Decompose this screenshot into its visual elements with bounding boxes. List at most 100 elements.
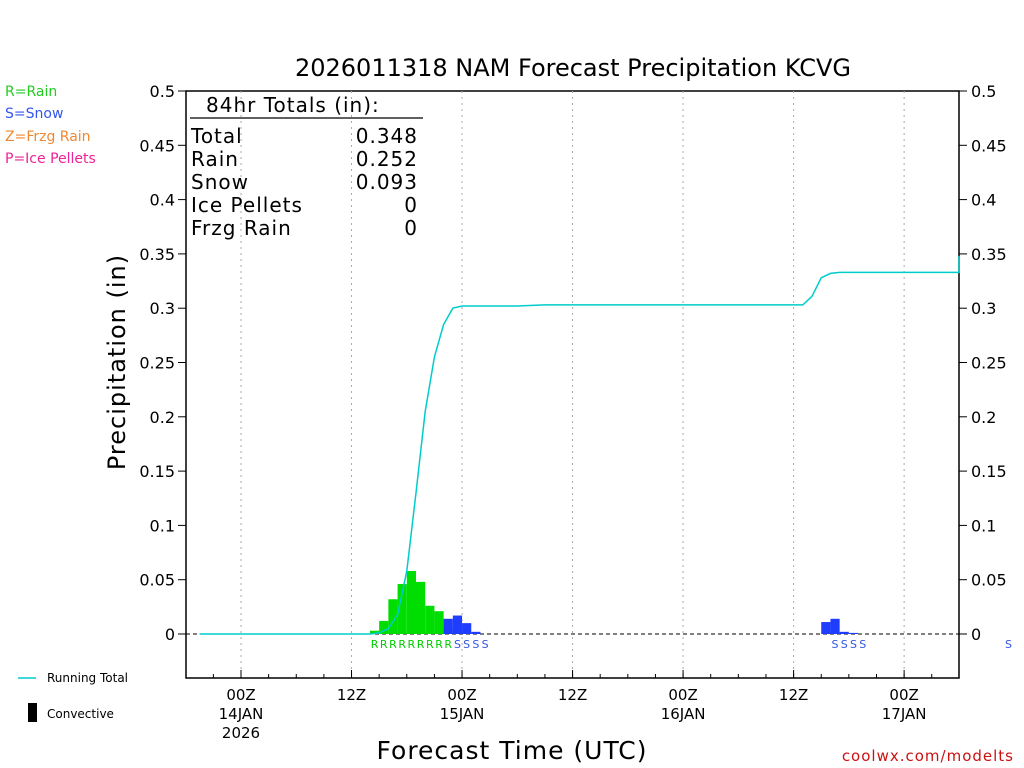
type-marker-snow: S	[472, 638, 479, 651]
y-tick-label-right: 0.05	[971, 571, 1007, 590]
y-tick-label-right: 0	[971, 625, 981, 644]
bar-rain	[434, 611, 444, 634]
y-tick-label-right: 0.45	[971, 136, 1007, 155]
bar-snow	[471, 631, 481, 634]
totals-total-label: Total	[190, 124, 243, 148]
y-tick-label-right: 0.1	[971, 516, 996, 535]
convective-legend-swatch	[28, 703, 37, 722]
precip-type-legend: R=Rain S=Snow Z=Frzg Rain P=Ice Pellets	[5, 84, 96, 167]
x-tick-label-date: 17JAN	[882, 705, 927, 723]
y-tick-label-left: 0.4	[150, 191, 175, 210]
type-marker-rain: R	[408, 638, 416, 651]
totals-snow-label: Snow	[191, 170, 249, 194]
type-marker-snow: S	[850, 638, 857, 651]
x-tick-label-time: 12Z	[558, 686, 587, 704]
y-tick-label-left: 0.2	[150, 408, 175, 427]
bar-snow	[821, 622, 831, 634]
y-tick-label-right: 0.4	[971, 191, 996, 210]
bar-rain	[416, 581, 426, 634]
totals-ice-pellets-value: 0	[404, 193, 418, 217]
totals-frzg-rain-label: Frzg Rain	[191, 216, 292, 240]
type-marker-snow: S	[1005, 638, 1012, 651]
series-legend: Running Total Convective	[18, 671, 128, 722]
type-marker-rain: R	[444, 638, 452, 651]
y-axes: 0 00.05 0.050.1 0.10.15 0.150.2 0.20.25 0.250.…	[139, 82, 1006, 644]
convective-legend-label: Convective	[47, 707, 114, 721]
x-tick-label-time: 00Z	[447, 686, 476, 704]
x-tick-label-date: 16JAN	[661, 705, 706, 723]
precipitation-bars	[369, 571, 859, 634]
type-marker-snow: S	[859, 638, 866, 651]
bar-snow	[848, 632, 859, 634]
legend-frzg-rain: Z=Frzg Rain	[5, 129, 91, 145]
type-marker-snow: S	[841, 638, 848, 651]
y-axis-title: Precipitation (in)	[103, 254, 131, 470]
legend-rain: R=Rain	[5, 84, 57, 100]
y-tick-label-right: 0.35	[971, 245, 1007, 264]
y-tick-label-left: 0.35	[139, 245, 175, 264]
bar-snow	[462, 623, 472, 634]
x-tick-label-year: 2026	[222, 724, 260, 742]
totals-total-value: 0.348	[356, 124, 418, 148]
type-marker-rain: R	[426, 638, 434, 651]
totals-box: 84hr Totals (in): Total 0.348 Rain 0.252…	[190, 93, 423, 240]
y-tick-label-left: 0.45	[139, 136, 175, 155]
time-gridlines	[240, 91, 905, 678]
totals-frzg-rain-value: 0	[404, 216, 418, 240]
y-tick-label-left: 0.3	[150, 299, 175, 318]
type-marker-rain: R	[371, 638, 379, 651]
totals-snow-value: 0.093	[356, 170, 418, 194]
type-marker-snow: S	[482, 638, 489, 651]
type-marker-snow: S	[463, 638, 470, 651]
x-tick-label-time: 00Z	[889, 686, 918, 704]
totals-rain-value: 0.252	[356, 147, 418, 171]
type-marker-rain: R	[417, 638, 425, 651]
x-tick-label-time: 12Z	[779, 686, 808, 704]
totals-ice-pellets-label: Ice Pellets	[191, 193, 303, 217]
y-tick-label-right: 0.5	[971, 82, 996, 101]
type-marker-snow: S	[832, 638, 839, 651]
y-tick-label-left: 0.5	[150, 82, 175, 101]
x-tick-label-time: 12Z	[337, 686, 366, 704]
y-tick-label-left: 0.25	[139, 354, 175, 373]
bar-rain	[388, 599, 398, 634]
type-marker-rain: R	[398, 638, 406, 651]
x-tick-label-time: 00Z	[226, 686, 255, 704]
running-total-line	[199, 256, 960, 635]
x-tick-label-date: 15JAN	[440, 705, 485, 723]
bar-rain	[406, 571, 416, 634]
x-tick-label-date: 14JAN	[219, 705, 264, 723]
totals-rain-label: Rain	[191, 147, 239, 171]
legend-ice-pellets: P=Ice Pellets	[5, 151, 96, 167]
y-tick-label-left: 0.05	[139, 571, 175, 590]
bar-rain	[425, 605, 435, 634]
y-tick-label-right: 0.25	[971, 354, 1007, 373]
x-tick-label-time: 00Z	[668, 686, 697, 704]
y-tick-label-left: 0.1	[150, 516, 175, 535]
bar-rain	[379, 620, 389, 634]
bar-rain	[397, 584, 407, 634]
running-total-legend-label: Running Total	[47, 671, 128, 685]
chart-title: 2026011318 NAM Forecast Precipitation KC…	[295, 54, 851, 82]
bar-snow	[830, 618, 840, 634]
y-tick-label-left: 0	[165, 625, 175, 644]
type-marker-rain: R	[435, 638, 443, 651]
bar-rain	[369, 630, 380, 634]
y-tick-label-right: 0.3	[971, 299, 996, 318]
type-marker-snow: S	[454, 638, 461, 651]
y-tick-label-right: 0.15	[971, 462, 1007, 481]
totals-heading: 84hr Totals (in):	[206, 93, 380, 117]
bar-snow	[839, 631, 849, 634]
bar-snow	[452, 615, 463, 634]
legend-snow: S=Snow	[5, 106, 63, 122]
site-credit: coolwx.com/modelts	[842, 747, 1014, 765]
y-tick-label-right: 0.2	[971, 408, 996, 427]
type-marker-rain: R	[380, 638, 388, 651]
x-axis-title: Forecast Time (UTC)	[377, 736, 648, 765]
bar-snow	[443, 618, 453, 634]
y-tick-label-left: 0.15	[139, 462, 175, 481]
type-marker-rain: R	[389, 638, 397, 651]
